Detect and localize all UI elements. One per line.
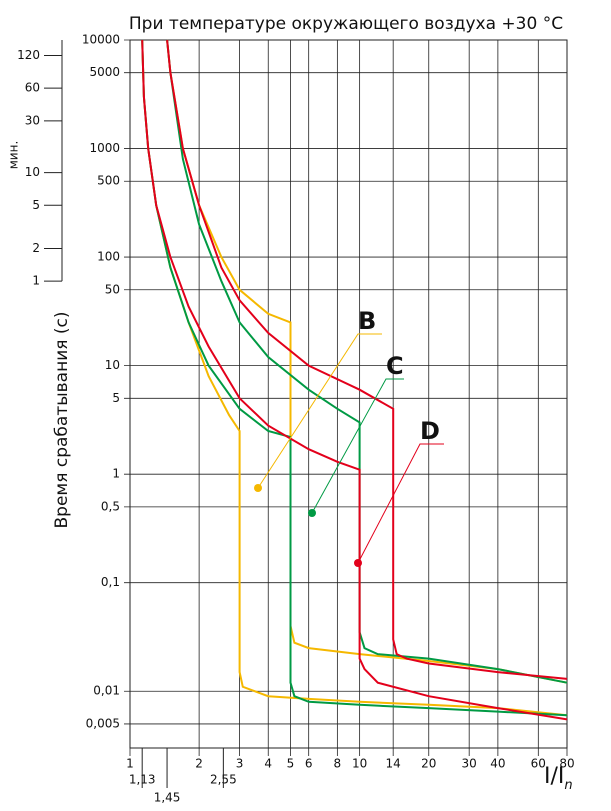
y2-tick-label: 120 bbox=[17, 48, 40, 62]
curve bbox=[141, 39, 568, 721]
x-axis-label-sub: n bbox=[564, 778, 572, 793]
y-tick-label: 0,01 bbox=[93, 684, 120, 698]
x-tick-label: 10 bbox=[352, 757, 367, 771]
x-tick-label: 30 bbox=[462, 757, 477, 771]
x-tick-label: 20 bbox=[421, 757, 436, 771]
y2-tick-label: 1 bbox=[32, 274, 40, 288]
y-tick-label: 0,005 bbox=[86, 716, 120, 730]
y-tick-label: 50 bbox=[105, 282, 120, 296]
y2-tick-label: 30 bbox=[25, 113, 40, 127]
legend-label: C bbox=[386, 352, 404, 380]
y-tick-label: 1 bbox=[112, 467, 120, 481]
y2-axis-label: мин. bbox=[7, 141, 21, 170]
callout-dot bbox=[354, 559, 362, 567]
x-tick-label: 1,13 bbox=[129, 773, 156, 787]
x-tick-label: 8 bbox=[334, 757, 342, 771]
x-tick-label: 1,45 bbox=[154, 791, 181, 805]
x-tick-label: 40 bbox=[490, 757, 505, 771]
x-tick-label: 2 bbox=[195, 757, 203, 771]
chart-title: При температуре окружающего воздуха +30 … bbox=[129, 14, 563, 34]
title-box bbox=[126, 6, 586, 36]
legend-label: B bbox=[358, 307, 376, 335]
curve bbox=[166, 39, 568, 680]
y-tick-label: 5000 bbox=[89, 65, 120, 79]
y-tick-label: 1000 bbox=[89, 141, 120, 155]
x-axis-label: I/In bbox=[544, 764, 573, 793]
y-tick-label: 10 bbox=[105, 358, 120, 372]
x-tick-label: 6 bbox=[305, 757, 313, 771]
callout-line bbox=[311, 378, 404, 514]
y2-tick-label: 10 bbox=[25, 165, 40, 179]
x-tick-label: 1 bbox=[126, 757, 134, 771]
callout-dot bbox=[308, 509, 316, 517]
x-tick-label: 4 bbox=[264, 757, 272, 771]
y2-tick-label: 2 bbox=[32, 241, 40, 255]
y-axis-label: Время срабатывания (с) bbox=[52, 312, 72, 529]
y-tick-label: 10000 bbox=[82, 33, 120, 47]
y-tick-label: 5 bbox=[112, 391, 120, 405]
y2-tick-label: 60 bbox=[25, 81, 40, 95]
y-tick-label: 0,5 bbox=[101, 499, 120, 513]
x-tick-label: 60 bbox=[531, 757, 546, 771]
y-tick-label: 500 bbox=[97, 174, 120, 188]
x-tick-label: 3 bbox=[236, 757, 244, 771]
x-tick-label: 14 bbox=[386, 757, 401, 771]
callout-dot bbox=[254, 484, 262, 492]
y2-tick-label: 5 bbox=[32, 198, 40, 212]
x-axis-label-main: I/I bbox=[544, 764, 564, 789]
legend-label: D bbox=[420, 417, 440, 445]
x-tick-label: 5 bbox=[287, 757, 295, 771]
callout-line bbox=[257, 333, 382, 489]
plot-frame bbox=[129, 39, 568, 749]
x-tick-label: 2,55 bbox=[210, 773, 237, 787]
y-tick-label: 100 bbox=[97, 250, 120, 264]
x-tick-label: 80 bbox=[559, 757, 574, 771]
callout-line bbox=[357, 443, 444, 564]
y-tick-label: 0,1 bbox=[101, 575, 120, 589]
